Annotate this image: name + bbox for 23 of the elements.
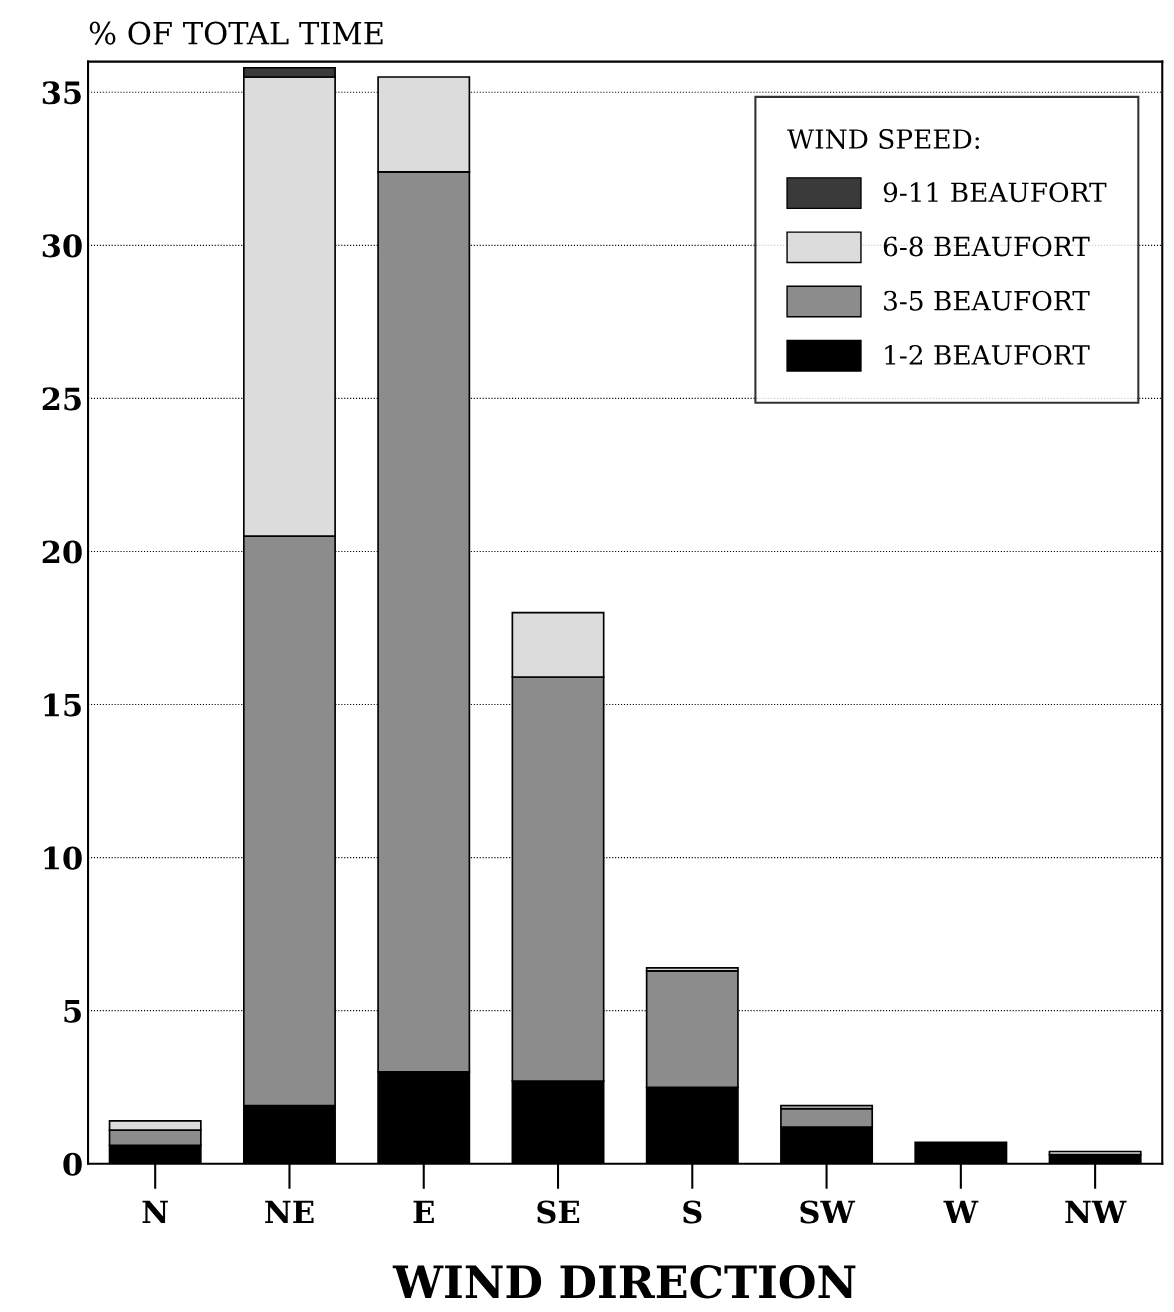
- y-tick-label: 15: [44, 693, 81, 717]
- legend-label: 3-5 BEAUFORT: [884, 290, 1090, 311]
- y-tick-label: 20: [42, 540, 82, 564]
- y-tick-label: 25: [42, 387, 81, 411]
- x-tick-label: S: [683, 1200, 702, 1224]
- x-tick-label: SW: [800, 1200, 856, 1224]
- x-tick-label: NE: [265, 1200, 314, 1224]
- y-tick-label: 35: [42, 81, 81, 105]
- legend-label: 6-8 BEAUFORT: [883, 236, 1090, 257]
- x-tick-label: E: [413, 1200, 434, 1224]
- y-tick-label: 5: [64, 1000, 81, 1023]
- x-tick-label: SE: [537, 1200, 580, 1224]
- x-tick-label: NW: [1065, 1200, 1127, 1224]
- y-tick-label: 0: [63, 1152, 82, 1176]
- legend-title: WIND SPEED:: [787, 129, 979, 149]
- legend-label: 9-11 BEAUFORT: [883, 182, 1107, 203]
- y-axis-title: % OF TOTAL TIME: [89, 21, 383, 45]
- x-axis-title: WIND DIRECTION: [392, 1264, 856, 1299]
- y-tick-label: 10: [44, 846, 82, 870]
- x-tick-label: W: [943, 1200, 979, 1224]
- legend-label: 1-2 BEAUFORT: [885, 344, 1090, 365]
- x-tick-label: N: [142, 1200, 168, 1224]
- y-tick-label: 30: [42, 234, 82, 258]
